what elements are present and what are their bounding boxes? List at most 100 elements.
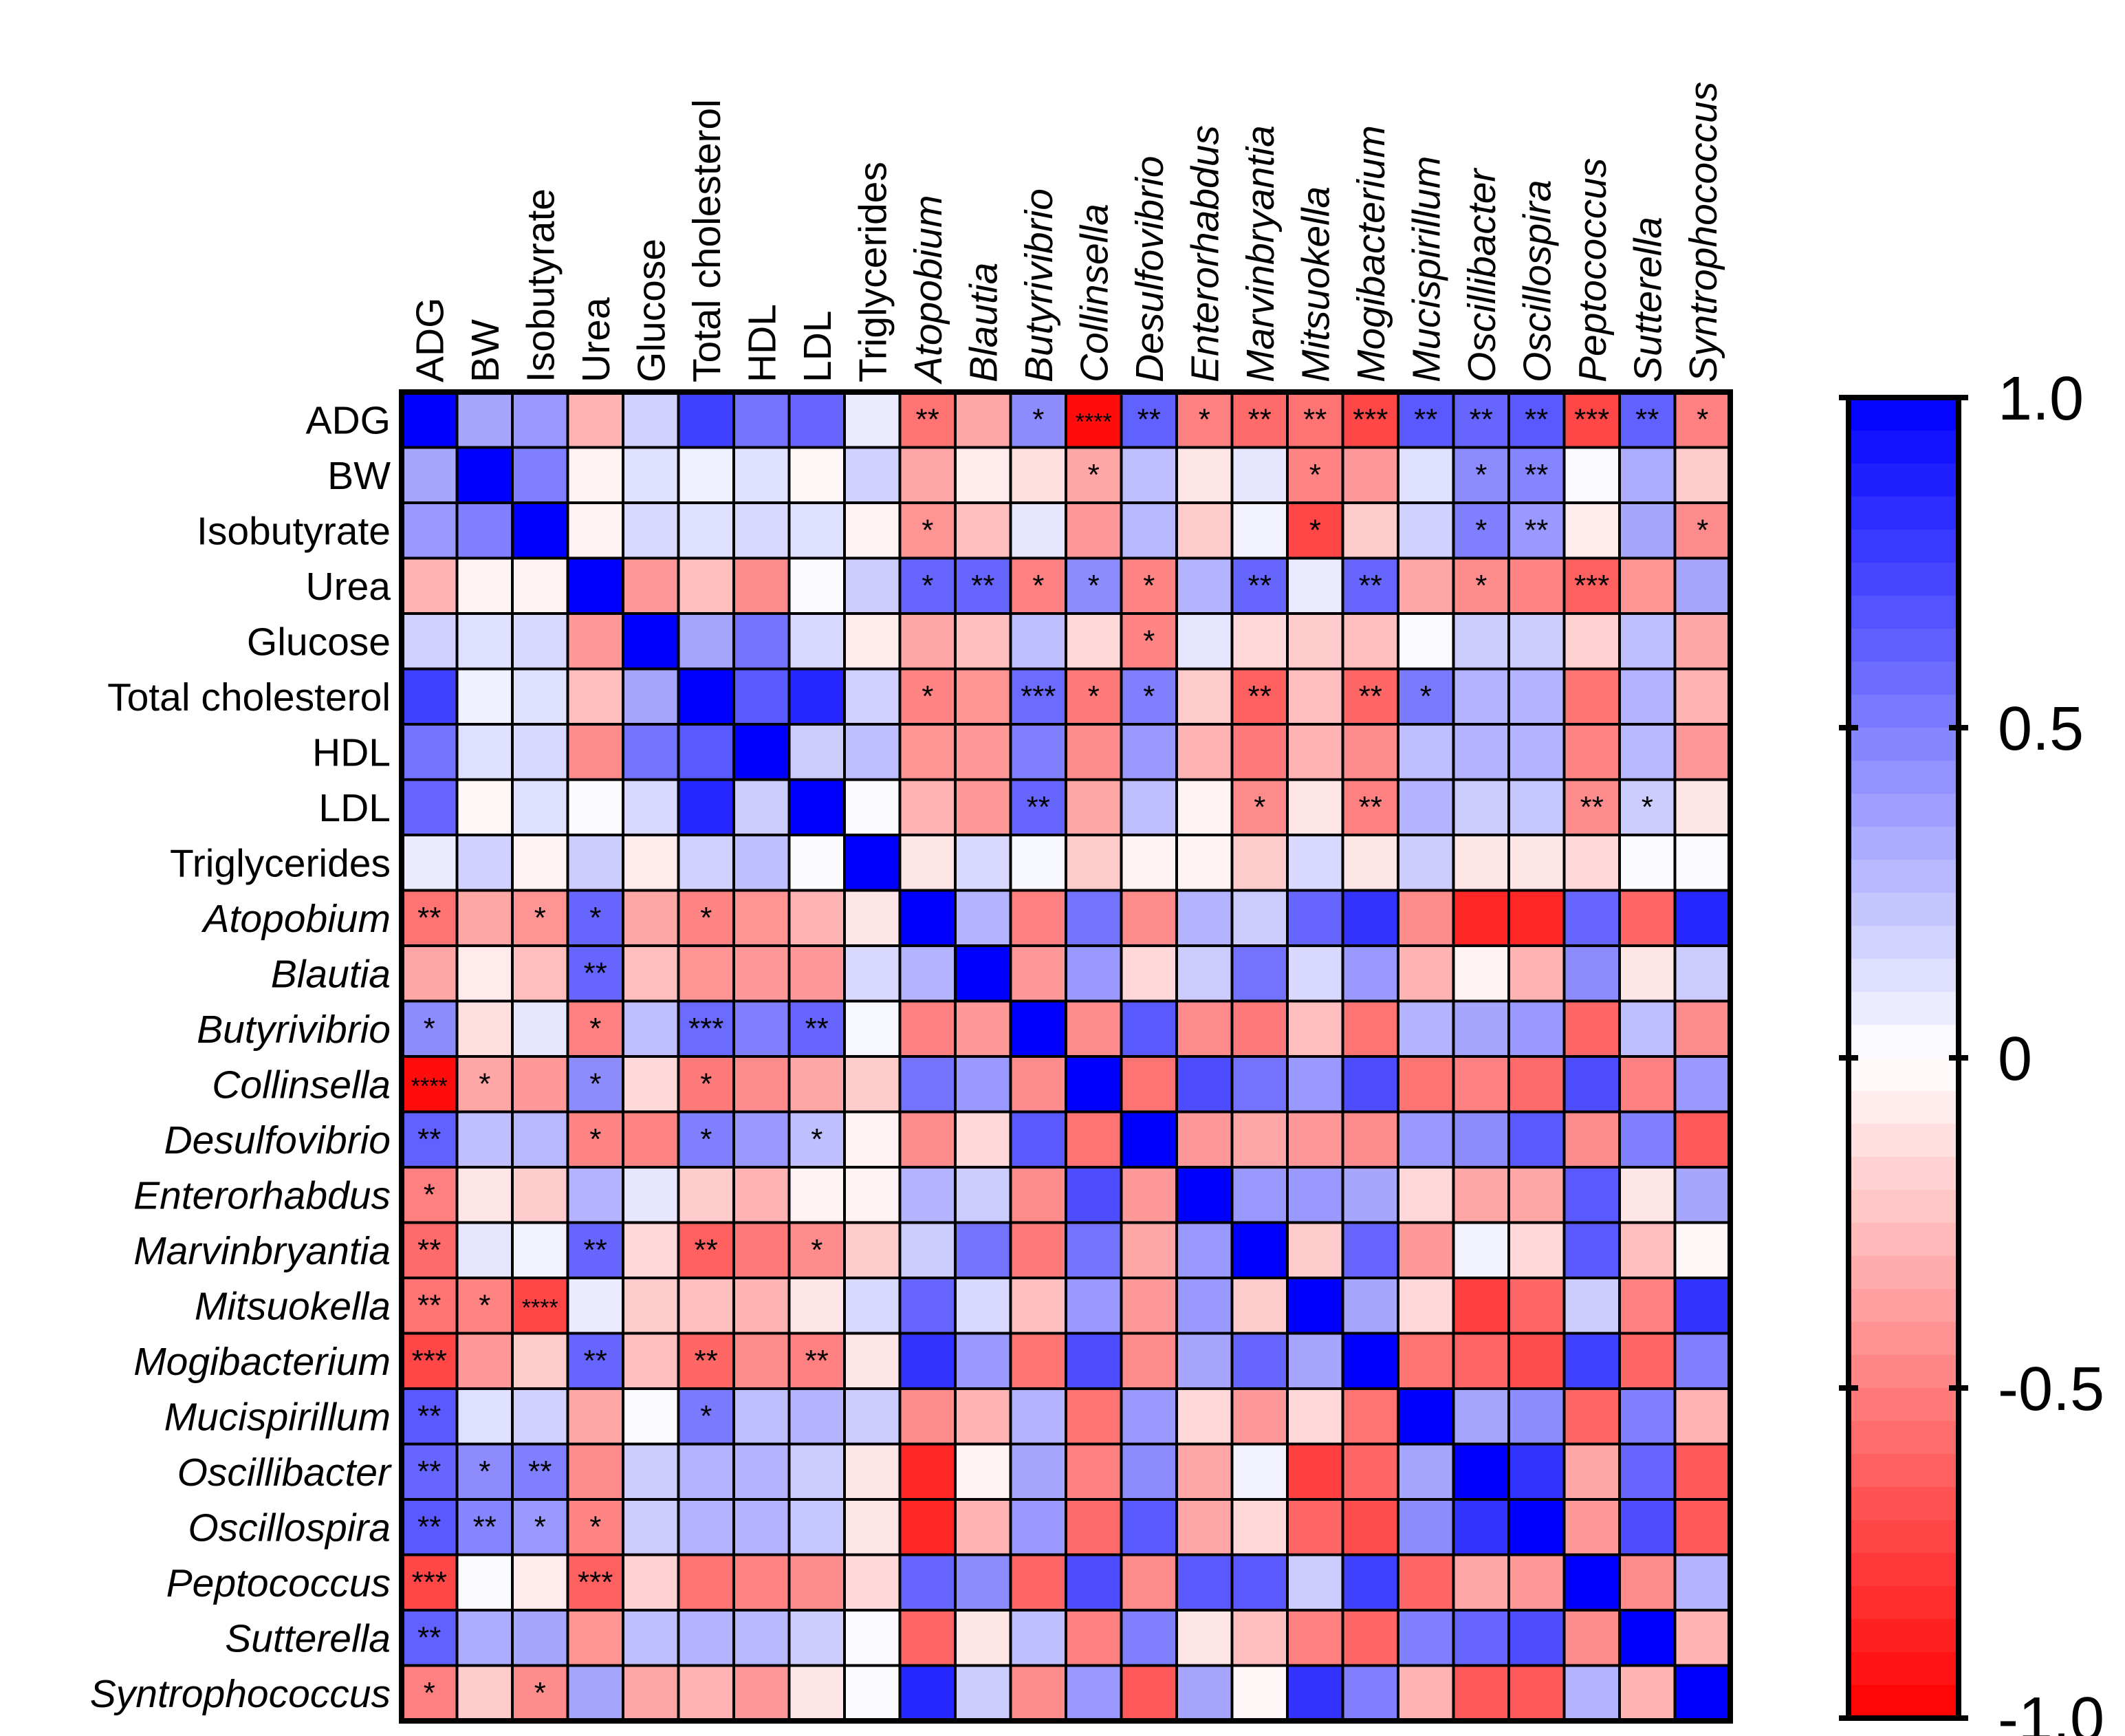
heatmap-cell (455, 446, 514, 504)
heatmap-cell (1120, 1498, 1178, 1556)
colorbar-band (1849, 1520, 1959, 1554)
heatmap-cell (1507, 1332, 1566, 1390)
heatmap-cell (1397, 501, 1455, 560)
significance-marker: ** (584, 1344, 607, 1378)
colorbar-band (1849, 431, 1959, 464)
row-label: ADG (305, 398, 391, 442)
heatmap-cell (1397, 723, 1455, 781)
heatmap-cell (1618, 1055, 1677, 1114)
heatmap-cell (1175, 1166, 1234, 1224)
row-label: Mitsuokella (195, 1284, 391, 1328)
heatmap-cell (954, 1221, 1012, 1279)
heatmap-cell (732, 1609, 791, 1667)
heatmap-cell (1065, 1498, 1123, 1556)
row-label: Oscillospira (188, 1506, 391, 1550)
heatmap-cell (1175, 1110, 1234, 1169)
heatmap-cell (400, 944, 459, 1003)
heatmap-cell (1009, 1442, 1067, 1501)
heatmap-cell (843, 1553, 902, 1612)
heatmap-cell (1562, 1387, 1621, 1446)
heatmap-cell (566, 1332, 624, 1390)
heatmap-cell (455, 501, 514, 560)
heatmap-cell (898, 1442, 957, 1501)
heatmap-cell (1120, 1332, 1178, 1390)
heatmap-cell (954, 667, 1012, 726)
heatmap-cell (677, 944, 735, 1003)
heatmap-cell (1452, 778, 1510, 836)
heatmap-cell (1341, 1498, 1399, 1556)
column-label: Collinsella (1072, 204, 1116, 382)
heatmap-cell (1009, 1332, 1067, 1390)
heatmap-cell (622, 834, 680, 892)
heatmap-cell (455, 556, 514, 615)
heatmap-cell (1452, 834, 1510, 892)
heatmap-cell (1397, 999, 1455, 1058)
heatmap-cell (677, 1609, 735, 1667)
heatmap-cell (677, 834, 735, 892)
heatmap-cell (1562, 889, 1621, 947)
heatmap-cell (1120, 1277, 1178, 1335)
heatmap-cell (1618, 778, 1677, 836)
significance-marker: ** (1525, 458, 1548, 492)
heatmap-cell (455, 1498, 514, 1556)
heatmap-cell (1009, 1166, 1067, 1224)
significance-marker: ** (1470, 402, 1493, 436)
heatmap-cell (1230, 1498, 1289, 1556)
colorbar-band (1849, 398, 1959, 431)
heatmap-cell (787, 556, 846, 615)
heatmap-cell (1341, 1387, 1399, 1446)
heatmap-cell (1065, 1442, 1123, 1501)
column-label: ADG (408, 297, 452, 382)
significance-marker: * (1254, 790, 1265, 824)
heatmap-cell (898, 1110, 957, 1169)
heatmap-cell (1507, 667, 1566, 726)
heatmap-cell (1120, 1609, 1178, 1667)
heatmap-cell (843, 999, 902, 1058)
heatmap-cell (1507, 1442, 1566, 1501)
significance-marker: * (1088, 569, 1100, 603)
heatmap-cell (1397, 1442, 1455, 1501)
heatmap-frame (399, 389, 1733, 1724)
heatmap-cell (511, 612, 569, 671)
heatmap-cell (732, 1553, 791, 1612)
significance-marker: * (424, 1012, 435, 1045)
heatmap-cell (1341, 1553, 1399, 1612)
column-label: LDL (796, 310, 840, 382)
heatmap-cell (732, 1387, 791, 1446)
heatmap-cell (1065, 1055, 1123, 1114)
heatmap-cell (1009, 723, 1067, 781)
heatmap-cell (1618, 1442, 1677, 1501)
heatmap-cell (1230, 446, 1289, 504)
heatmap-cell (1120, 446, 1178, 504)
heatmap-cell (1452, 667, 1510, 726)
heatmap-cell (677, 1664, 735, 1722)
heatmap-cell (1065, 778, 1123, 836)
colorbar-tick-label: 0 (1998, 1025, 2032, 1094)
significance-marker: * (1143, 624, 1155, 658)
heatmap-cell (622, 1387, 680, 1446)
colorbar-ticks: 1.0 0.5 0 -0.5 -1.0 (1839, 365, 2104, 1736)
heatmap-cell (1341, 612, 1399, 671)
heatmap-cell (787, 1166, 846, 1224)
heatmap-cell (677, 778, 735, 836)
heatmap-cell (1341, 1332, 1399, 1390)
heatmap-cell (1230, 999, 1289, 1058)
heatmap-cell (1562, 1498, 1621, 1556)
significance-marker: * (1642, 790, 1653, 824)
heatmap-cell (1507, 1166, 1566, 1224)
colorbar-band (1849, 1685, 1959, 1719)
heatmap-cell (1065, 1277, 1123, 1335)
heatmap-cell (622, 1110, 680, 1169)
heatmap-cell (954, 1609, 1012, 1667)
heatmap-cell (1120, 1442, 1178, 1501)
heatmap-cell (1175, 446, 1234, 504)
heatmap-cell (1452, 1553, 1510, 1612)
significance-marker: * (534, 901, 546, 935)
heatmap-cell (455, 778, 514, 836)
heatmap-cell (1673, 1553, 1732, 1612)
row-label: Desulfovibrio (164, 1118, 391, 1162)
heatmap-cell (1286, 1221, 1344, 1279)
heatmap-cell (954, 1387, 1012, 1446)
heatmap-cell (954, 1055, 1012, 1114)
significance-marker: * (1697, 402, 1708, 436)
